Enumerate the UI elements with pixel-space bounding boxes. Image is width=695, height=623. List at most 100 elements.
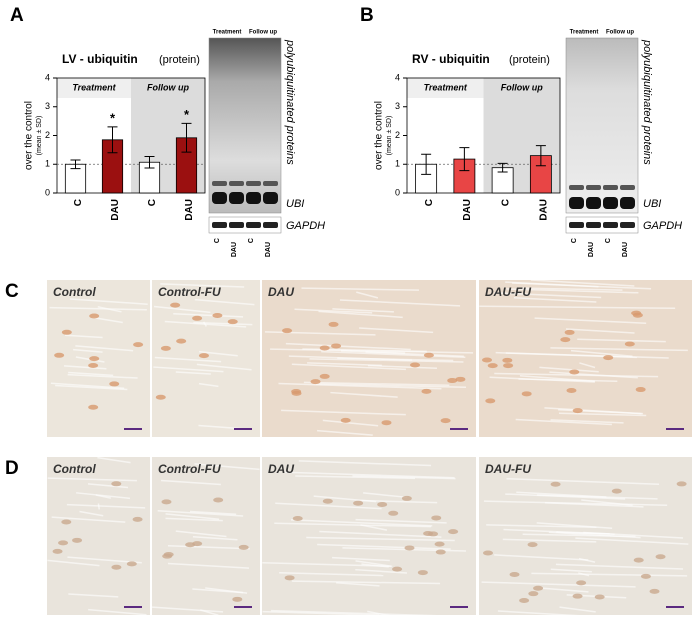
gapdh-band [263,222,278,228]
tissue-fiber [481,581,636,588]
lane-label: DAU [231,242,238,257]
tissue-fiber [67,373,138,379]
tissue-fiber [352,475,456,480]
nucleus [52,548,63,554]
tissue-fiber [262,610,380,616]
nucleus [423,352,434,358]
tissue-fiber [479,305,676,310]
y-tick-label: 2 [395,130,400,140]
tissue-fiber [68,593,119,598]
tissue-fiber [365,351,464,358]
tissue-fiber [194,298,255,306]
y-tick-label: 1 [45,159,50,169]
tissue-fiber [165,513,220,521]
tissue-fiber [79,510,104,517]
blot-band [603,185,618,190]
tissue-fiber [363,492,408,499]
lane-label: DAU [622,242,629,257]
tissue-fiber [559,606,596,613]
nucleus [155,394,166,400]
nucleus [502,357,513,363]
panel-letter: C [5,281,19,302]
tissue-fiber [63,365,107,370]
x-tick-label: DAU [110,199,121,221]
tissue-fiber [548,531,641,539]
blot-image [565,37,639,214]
nucleus [227,319,238,325]
tissue-fiber [515,418,612,426]
micrograph-label: Control-FU [158,462,221,476]
tissue-fiber [262,561,391,567]
tissue-fiber [579,362,596,369]
y-axis-note: (mean ± SD) [36,116,43,156]
band-label: UBI [643,198,661,210]
tissue-fiber [281,409,406,416]
tissue-fiber [279,572,384,577]
tissue-fiber [361,563,389,568]
panel-letter: B [360,5,374,26]
tissue-fiber [69,298,148,305]
nucleus [377,502,388,508]
nucleus [624,341,635,347]
nucleus [310,379,321,385]
group-label: Follow up [147,82,189,92]
band-label: GAPDH [286,220,325,232]
lane-label: C [248,238,255,243]
nucleus [132,516,143,522]
tissue-fiber [153,366,224,373]
tissue-fiber [497,610,599,618]
x-tick-label: DAU [184,199,195,221]
y-axis-note: (mean ± SD) [386,116,393,156]
blot-band [246,192,261,204]
nucleus [88,362,99,368]
nucleus [633,557,644,563]
tissue-fiber [483,500,668,506]
tissue-fiber [157,509,244,517]
tissue-fiber [550,419,624,424]
tissue-fiber [68,371,114,377]
gapdh-band [246,222,261,228]
tissue-fiber [319,530,442,538]
x-tick-label: C [500,199,511,206]
tissue-fiber [505,281,599,288]
tissue-fiber [318,310,403,319]
tissue-fiber [55,384,128,391]
gapdh-band [229,222,244,228]
nucleus [392,566,403,572]
lane-label: DAU [588,242,595,257]
gapdh-band [586,222,601,228]
tissue-fiber [505,352,669,359]
nucleus [238,544,249,550]
blot-image [208,37,282,214]
nucleus [435,549,446,555]
tissue-fiber [285,342,411,351]
nucleus [353,500,364,506]
tissue-fiber [189,510,237,516]
group-label: Treatment [72,82,116,92]
nucleus [381,420,392,426]
tissue-fiber [506,477,660,486]
nucleus [198,353,209,359]
x-tick-label: C [424,199,435,206]
nucleus [482,357,493,363]
tissue-fiber [506,288,639,294]
y-tick-label: 0 [45,187,50,197]
nucleus [72,537,83,543]
nucleus [213,497,224,503]
nucleus [421,388,432,394]
tissue-fiber [486,524,597,528]
blot-side-label: polyubiquitinated proteins [641,39,653,165]
nucleus [503,363,514,369]
x-tick-label: DAU [539,199,550,221]
y-tick-label: 3 [395,101,400,111]
nucleus [331,343,342,349]
nucleus [340,417,351,423]
lane-label: C [214,238,221,243]
band-label: GAPDH [643,220,682,232]
blot-band [263,192,278,204]
tissue-fiber [284,471,455,479]
x-tick-label: C [73,199,84,206]
micrograph-label: DAU-FU [485,285,531,299]
tissue-fiber [198,382,219,388]
gapdh-image [208,216,282,234]
